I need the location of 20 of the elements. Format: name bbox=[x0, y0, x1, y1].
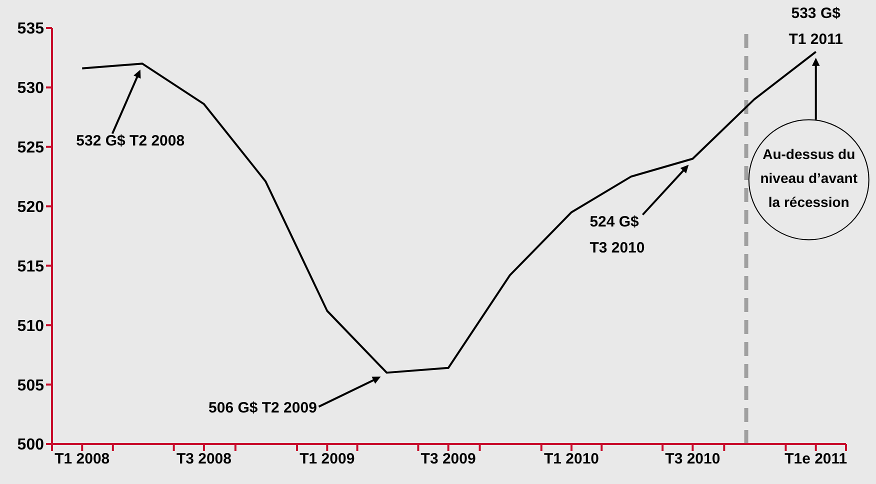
y-tick-label: 500 bbox=[17, 436, 44, 454]
x-tick-label: T3 2009 bbox=[420, 450, 476, 468]
annotation: 533 G$ T1 2011 bbox=[788, 4, 843, 48]
y-tick-label: 510 bbox=[17, 318, 44, 335]
x-tick-label: T3 2010 bbox=[665, 450, 720, 468]
annotation: 532 G$ T2 2008 bbox=[76, 132, 185, 150]
x-tick-label: T1 2010 bbox=[544, 450, 600, 468]
x-tick-label: T1e 2011 bbox=[784, 450, 848, 468]
y-tick-label: 530 bbox=[17, 80, 44, 98]
x-tick-label: T3 2008 bbox=[176, 450, 232, 468]
y-tick-label: 535 bbox=[17, 20, 44, 38]
y-tick-label: 520 bbox=[17, 198, 44, 216]
y-tick-label: 525 bbox=[17, 140, 44, 157]
x-tick-label: T1 2009 bbox=[300, 450, 355, 468]
annotation: Au-dessus du niveau d’avant la récession bbox=[760, 145, 858, 210]
annotation: 506 G$ T2 2009 bbox=[208, 400, 317, 417]
y-tick-label: 515 bbox=[17, 258, 44, 276]
y-tick-label: 505 bbox=[17, 377, 44, 394]
annotation: 524 G$ T3 2010 bbox=[590, 214, 645, 257]
x-tick-label: T1 2008 bbox=[54, 450, 110, 468]
